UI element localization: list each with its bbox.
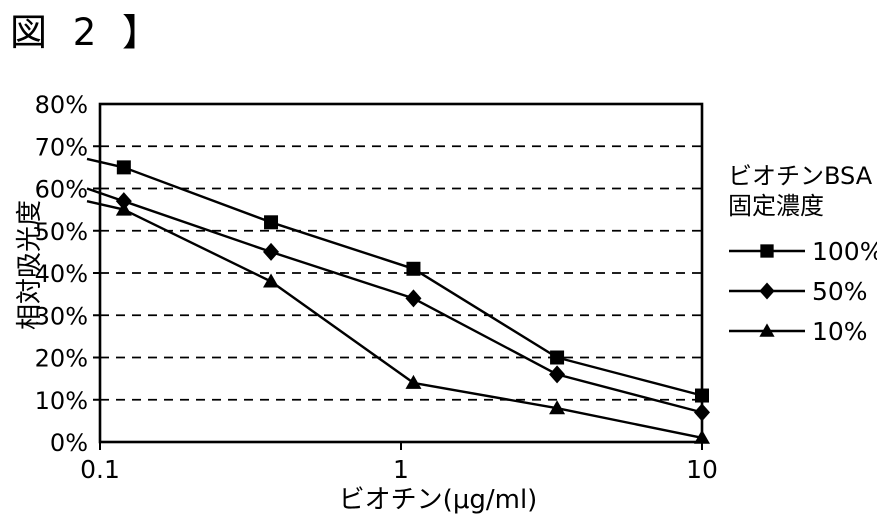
y-tick-label-20: 20% (35, 345, 88, 373)
plot-border (98, 102, 704, 444)
legend-items: 100% 50% 10% (728, 231, 877, 351)
series-100-marker-4 (695, 388, 709, 403)
y-axis-title: 相対吸光度 (15, 200, 45, 331)
series-100-marker-2 (406, 261, 421, 276)
series-100-line (86, 157, 703, 397)
legend-label-100: 100% (812, 236, 877, 266)
y-tick-label-60: 60% (35, 176, 88, 204)
series-50-marker-3 (549, 365, 566, 384)
legend-title-line-1: ビオチンBSA (728, 162, 873, 190)
legend-label-50: 50% (812, 276, 868, 306)
legend-marker-10 (759, 323, 775, 337)
series-10-line (86, 200, 703, 439)
series-50-marker-4 (694, 403, 710, 422)
series-50-marker-0 (115, 192, 132, 211)
legend-triangle-marker-icon (729, 323, 805, 337)
y-tick-label-50: 50% (35, 218, 88, 246)
x-axis-title: ビオチン(μg/ml) (338, 485, 538, 514)
y-tick-label-10: 10% (35, 387, 88, 415)
legend-item-50: 50% (728, 271, 877, 311)
x-tick-label-1: 1 (393, 455, 409, 484)
figure-title: 図 2 】 (10, 11, 167, 54)
series-100-marker-1 (264, 215, 279, 230)
legend-title: ビオチンBSA 固定濃度 (728, 161, 877, 221)
series-10-marker-2 (405, 374, 422, 389)
legend-title-line-2: 固定濃度 (728, 192, 824, 220)
series-10-marker-0 (115, 201, 132, 216)
y-tick-label-80: 80% (35, 91, 88, 119)
legend: ビオチンBSA 固定濃度 100% 50% 10% (728, 161, 877, 351)
series-100-marker-3 (550, 350, 565, 365)
y-tick-label-0: 0% (50, 429, 88, 457)
y-tick-label-30: 30% (35, 302, 88, 330)
legend-square-marker-icon (729, 244, 805, 258)
legend-item-100: 100% (728, 231, 877, 271)
series-50-marker-2 (405, 289, 422, 308)
series-10-marker-1 (263, 273, 280, 288)
series-50-line (86, 187, 703, 414)
legend-marker-50 (759, 282, 775, 300)
legend-label-10: 10% (812, 316, 868, 346)
legend-marker-100 (760, 244, 774, 258)
legend-item-10: 10% (728, 311, 877, 351)
series-50-marker-1 (263, 242, 280, 261)
x-tick-label-10: 10 (686, 455, 718, 484)
y-tick-label-40: 40% (35, 260, 88, 288)
y-tick-label-70: 70% (35, 133, 88, 161)
legend-diamond-marker-icon (729, 282, 805, 300)
series-10-marker-3 (549, 400, 566, 415)
series-10-marker-4 (694, 429, 710, 444)
series-100-marker-0 (116, 160, 131, 175)
x-tick-label-0.1: 0.1 (80, 455, 120, 484)
